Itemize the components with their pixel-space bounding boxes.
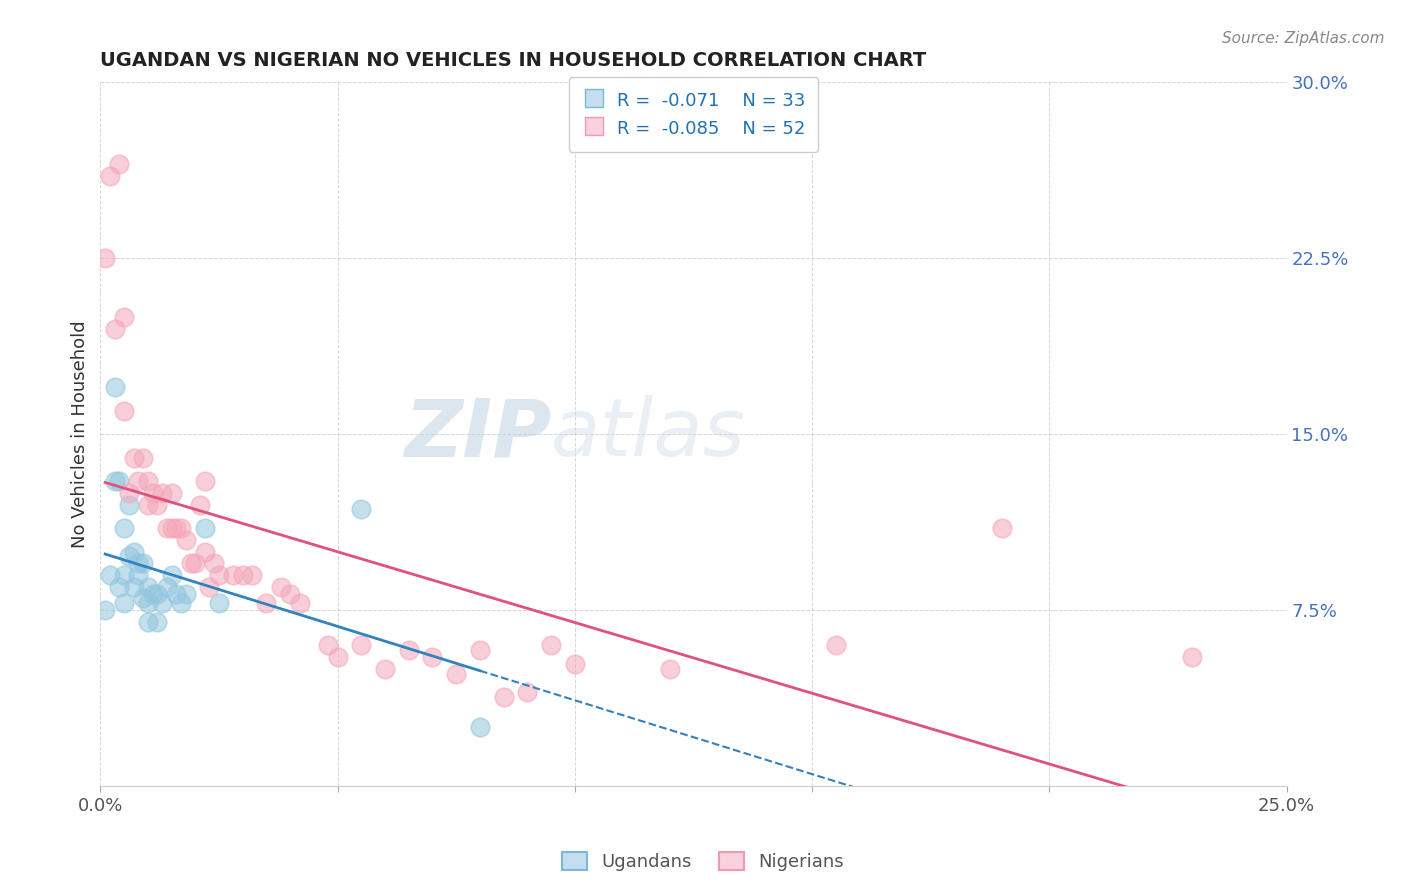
Point xyxy=(146,498,169,512)
Point xyxy=(198,580,221,594)
Point xyxy=(141,587,163,601)
Point xyxy=(232,568,254,582)
Point xyxy=(136,580,159,594)
Point xyxy=(146,615,169,629)
Point xyxy=(991,521,1014,535)
Point xyxy=(156,580,179,594)
Point xyxy=(202,556,225,570)
Point xyxy=(194,521,217,535)
Point xyxy=(194,544,217,558)
Point xyxy=(165,587,187,601)
Point xyxy=(136,474,159,488)
Point xyxy=(422,650,444,665)
Point xyxy=(194,474,217,488)
Point xyxy=(94,252,117,266)
Point xyxy=(112,310,135,324)
Point xyxy=(398,643,420,657)
Point xyxy=(270,580,292,594)
Point xyxy=(540,639,562,653)
Point xyxy=(103,474,125,488)
Legend: Ugandans, Nigerians: Ugandans, Nigerians xyxy=(554,845,852,879)
Point xyxy=(174,533,197,547)
Point xyxy=(188,498,211,512)
Point xyxy=(658,662,681,676)
Point xyxy=(350,502,373,516)
Point xyxy=(240,568,263,582)
Point xyxy=(824,639,846,653)
Point xyxy=(98,169,121,184)
Text: UGANDAN VS NIGERIAN NO VEHICLES IN HOUSEHOLD CORRELATION CHART: UGANDAN VS NIGERIAN NO VEHICLES IN HOUSE… xyxy=(100,51,927,70)
Point xyxy=(208,568,231,582)
Point xyxy=(108,580,131,594)
Point xyxy=(108,474,131,488)
Point xyxy=(136,596,159,610)
Point xyxy=(156,521,179,535)
Point xyxy=(103,380,125,394)
Point xyxy=(316,639,339,653)
Point xyxy=(98,568,121,582)
Point xyxy=(326,650,349,665)
Point xyxy=(179,556,201,570)
Point xyxy=(150,596,173,610)
Point xyxy=(108,157,131,171)
Point xyxy=(118,498,141,512)
Point xyxy=(127,474,149,488)
Point xyxy=(112,596,135,610)
Point xyxy=(160,486,183,500)
Text: ZIP: ZIP xyxy=(404,395,551,474)
Legend: R =  -0.071    N = 33, R =  -0.085    N = 52: R = -0.071 N = 33, R = -0.085 N = 52 xyxy=(568,78,818,152)
Point xyxy=(160,521,183,535)
Point xyxy=(350,639,373,653)
Point xyxy=(492,690,515,704)
Point xyxy=(103,321,125,335)
Point xyxy=(222,568,245,582)
Point xyxy=(132,450,155,465)
Point xyxy=(122,544,145,558)
Point xyxy=(122,450,145,465)
Point xyxy=(150,486,173,500)
Text: atlas: atlas xyxy=(551,395,745,474)
Point xyxy=(132,591,155,606)
Y-axis label: No Vehicles in Household: No Vehicles in Household xyxy=(72,320,89,548)
Point xyxy=(127,568,149,582)
Point xyxy=(254,596,277,610)
Point xyxy=(516,685,538,699)
Point xyxy=(184,556,207,570)
Point xyxy=(468,643,491,657)
Point xyxy=(136,498,159,512)
Point xyxy=(132,556,155,570)
Point xyxy=(118,486,141,500)
Point xyxy=(208,596,231,610)
Point xyxy=(122,580,145,594)
Point xyxy=(112,404,135,418)
Point xyxy=(141,486,163,500)
Point xyxy=(160,568,183,582)
Point xyxy=(278,587,301,601)
Point xyxy=(1181,650,1204,665)
Point xyxy=(118,549,141,564)
Point xyxy=(94,603,117,617)
Text: Source: ZipAtlas.com: Source: ZipAtlas.com xyxy=(1222,31,1385,46)
Point xyxy=(165,521,187,535)
Point xyxy=(564,657,586,672)
Point xyxy=(136,615,159,629)
Point xyxy=(170,521,193,535)
Point xyxy=(374,662,396,676)
Point xyxy=(444,666,467,681)
Point xyxy=(174,587,197,601)
Point xyxy=(170,596,193,610)
Point xyxy=(146,587,169,601)
Point xyxy=(127,556,149,570)
Point xyxy=(112,521,135,535)
Point xyxy=(112,568,135,582)
Point xyxy=(468,721,491,735)
Point xyxy=(288,596,311,610)
